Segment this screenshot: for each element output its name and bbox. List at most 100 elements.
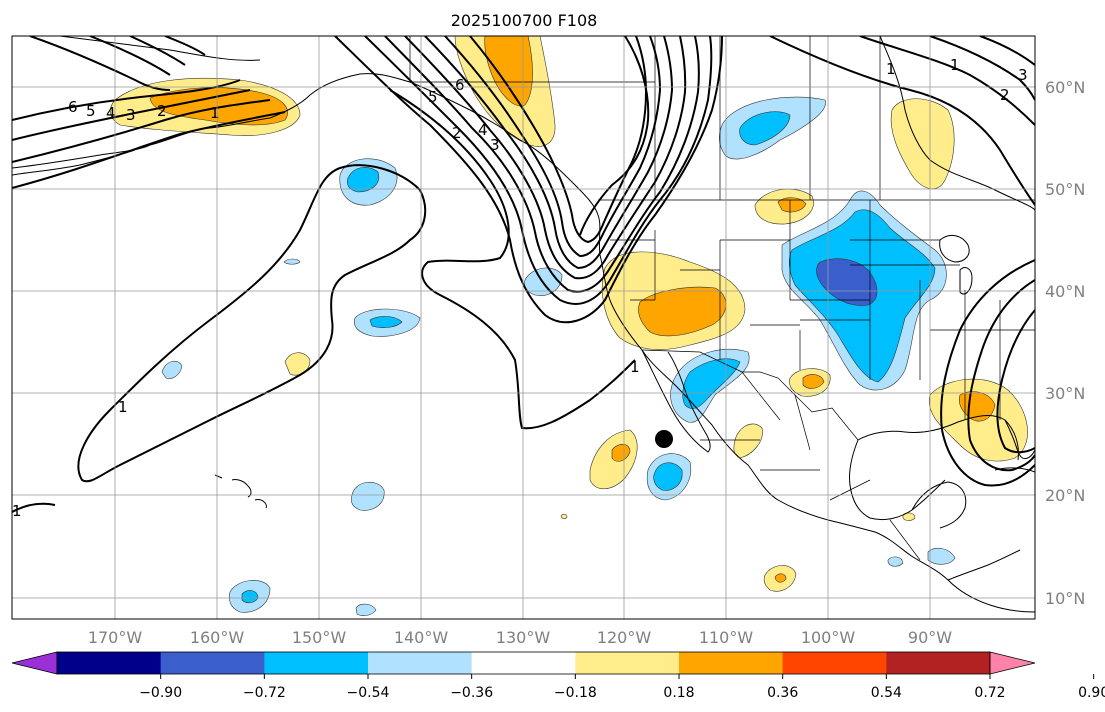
- contour-alaska-8: [164, 36, 206, 56]
- pos-area-texas-core: [802, 374, 825, 389]
- latitude-label: 20°N: [1045, 486, 1085, 505]
- contour-1-ne-pac: [389, 89, 636, 430]
- longitude-label: 160°W: [190, 628, 245, 647]
- contour-label-group: 6 5 4 3 2 1 6 5 4 3 2 1 1 1 1 1 2 3: [12, 56, 1028, 520]
- longitude-label: 90°W: [908, 628, 952, 647]
- gulf-coast: [857, 415, 1019, 461]
- contour-label: 6: [455, 76, 465, 94]
- longitude-label: 120°W: [597, 628, 652, 647]
- contour-label: 3: [490, 136, 500, 154]
- contour-ridge-5: [424, 36, 674, 270]
- neg-area-pacific-4: [355, 603, 377, 616]
- contour-ridge-2: [364, 36, 713, 305]
- contour-label: 2: [1000, 86, 1010, 104]
- gulf-mexico-west: [849, 439, 946, 521]
- latitude-label: 30°N: [1045, 384, 1085, 403]
- neg-area-pacific-3-core: [241, 590, 259, 604]
- contour-alaska-6: [89, 36, 171, 76]
- colorbar-segment: [575, 652, 680, 674]
- pos-area-pacific: [284, 352, 311, 376]
- alaska-canada-border: [409, 36, 498, 83]
- neg-area-hawaii-n: [161, 360, 183, 379]
- neg-area-pacific-1-core: [369, 316, 403, 328]
- contour-east-trough-2: [967, 279, 1035, 472]
- alaska-coast: [12, 73, 411, 169]
- contour-ridge-7: [469, 36, 648, 244]
- contour-label: 2: [452, 124, 462, 142]
- lake-michigan: [959, 267, 973, 295]
- contour-label: 1: [210, 104, 220, 122]
- pos-area-offshore-baja-core: [611, 443, 631, 462]
- longitude-label: 100°W: [801, 628, 856, 647]
- contour-label: 5: [428, 88, 438, 106]
- contour-label: 1: [630, 358, 640, 376]
- latitude-label: 40°N: [1045, 282, 1085, 301]
- province-lines: [498, 36, 881, 200]
- pos-area-s-mexico-core: [774, 573, 787, 583]
- mexico-states: [700, 371, 921, 561]
- contour-label: 2: [157, 102, 167, 120]
- contour-label: 1: [118, 398, 128, 416]
- contour-canada-4: [979, 36, 1035, 66]
- longitude-label: 140°W: [394, 628, 449, 647]
- contour-alaska-5: [29, 36, 171, 91]
- contour-east-trough-3: [996, 309, 1035, 454]
- contour-canada-1: [769, 36, 1035, 206]
- latitude-label: 60°N: [1045, 78, 1085, 97]
- pos-area-small-2: [560, 513, 568, 520]
- colorbar-tick-label: 0.18: [663, 685, 694, 701]
- latitude-axis-labels: 60°N 50°N 40°N 30°N 20°N 10°N: [1045, 78, 1085, 608]
- colorbar-tick-label: 0.36: [767, 685, 798, 701]
- coastlines: [12, 36, 1035, 613]
- colorbar-frame: [56, 651, 991, 675]
- forecast-point-marker: [655, 430, 673, 448]
- contour-trough-plains: [579, 36, 650, 236]
- contour-alaska-3: [12, 99, 271, 163]
- contour-label: 1: [886, 60, 896, 78]
- contour-ridge-3: [384, 36, 700, 293]
- baja-peninsula: [641, 349, 711, 453]
- contour-ridge-4: [404, 36, 687, 280]
- colorbar-tick-label: −0.54: [347, 685, 390, 701]
- state-lines: [610, 200, 1035, 420]
- longitude-axis-labels: 170°W 160°W 150°W 140°W 130°W 120°W 110°W 100°W…: [88, 628, 952, 647]
- contour-label: 1: [950, 56, 960, 74]
- colorbar-tick-label: 0.72: [974, 685, 1005, 701]
- latitude-label: 50°N: [1045, 180, 1085, 199]
- pos-area-sw-us-core: [638, 286, 727, 337]
- great-lakes: [939, 234, 970, 263]
- height-contours: [12, 36, 1035, 513]
- longitude-label: 170°W: [88, 628, 143, 647]
- contour-alaska-2: [12, 89, 251, 141]
- neg-area-pacific-2: [350, 482, 385, 511]
- colorbar-segment: [368, 652, 473, 674]
- contour-label: 1: [12, 502, 22, 520]
- contour-label: 6: [68, 98, 78, 116]
- colorbar-tick-label: −0.18: [554, 685, 597, 701]
- neg-area-gulf-ak-core: [347, 167, 380, 193]
- contour-ridge-6: [444, 36, 662, 258]
- colorbar-segment: [264, 652, 369, 674]
- colorbar-tick-label: −0.72: [243, 685, 286, 701]
- colorbar-tick-label: −0.90: [139, 685, 182, 701]
- map-title: 2025100700 F108: [451, 11, 598, 30]
- colorbar: −0.90 −0.72 −0.54 −0.36 −0.18 0.18 0.36 0.54 0.7…: [11, 651, 1105, 701]
- political-borders: [409, 36, 1035, 561]
- colorbar-segment: [679, 652, 784, 674]
- longitude-label: 150°W: [292, 628, 347, 647]
- pos-area-great-lakes: [890, 98, 955, 190]
- latitude-label: 10°N: [1045, 589, 1085, 608]
- map-content: 6 5 4 3 2 1 6 5 4 3 2 1 1 1 1 1 2 3: [12, 36, 1035, 619]
- pos-area-mexico: [733, 423, 763, 459]
- contour-label: 4: [478, 121, 488, 139]
- colorbar-segment: [886, 652, 991, 674]
- contour-ridge-1: [334, 36, 723, 324]
- contour-canada-3: [929, 36, 1035, 101]
- neg-area-pacific-5: [283, 258, 301, 265]
- alaska-north: [59, 36, 261, 61]
- yucatan: [911, 481, 967, 529]
- map-panel: 6 5 4 3 2 1 6 5 4 3 2 1 1 1 1 1 2 3: [11, 35, 1036, 620]
- contour-label: 5: [86, 102, 96, 120]
- neg-area-bc-core: [739, 111, 791, 146]
